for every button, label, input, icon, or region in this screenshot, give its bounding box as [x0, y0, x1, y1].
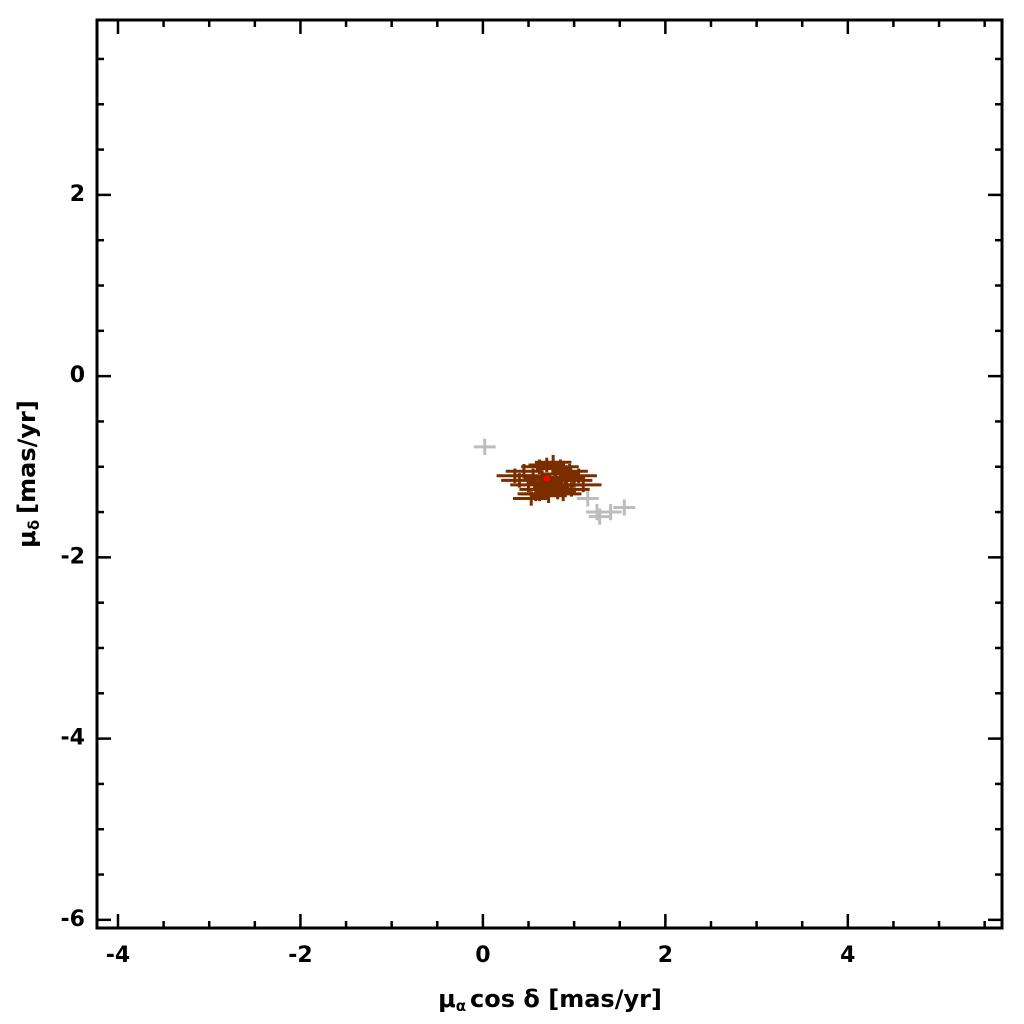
point	[543, 475, 550, 482]
y-tick-label: -4	[61, 726, 85, 751]
x-tick-label: 0	[475, 943, 490, 968]
y-tick-label: -6	[61, 907, 85, 932]
y-tick-label: 2	[70, 182, 85, 207]
x-tick-label: -4	[106, 943, 130, 968]
x-axis-label: μα cos δ [mas/yr]	[438, 985, 662, 1015]
plot-frame	[95, 18, 1004, 930]
x-tick-label: -2	[288, 943, 312, 968]
x-tick-label: 2	[658, 943, 673, 968]
y-axis-label: μδ[mas/yr]	[13, 400, 43, 548]
y-tick-label: 0	[70, 363, 85, 388]
y-tick-label: -2	[61, 544, 85, 569]
x-tick-label: 4	[840, 943, 855, 968]
